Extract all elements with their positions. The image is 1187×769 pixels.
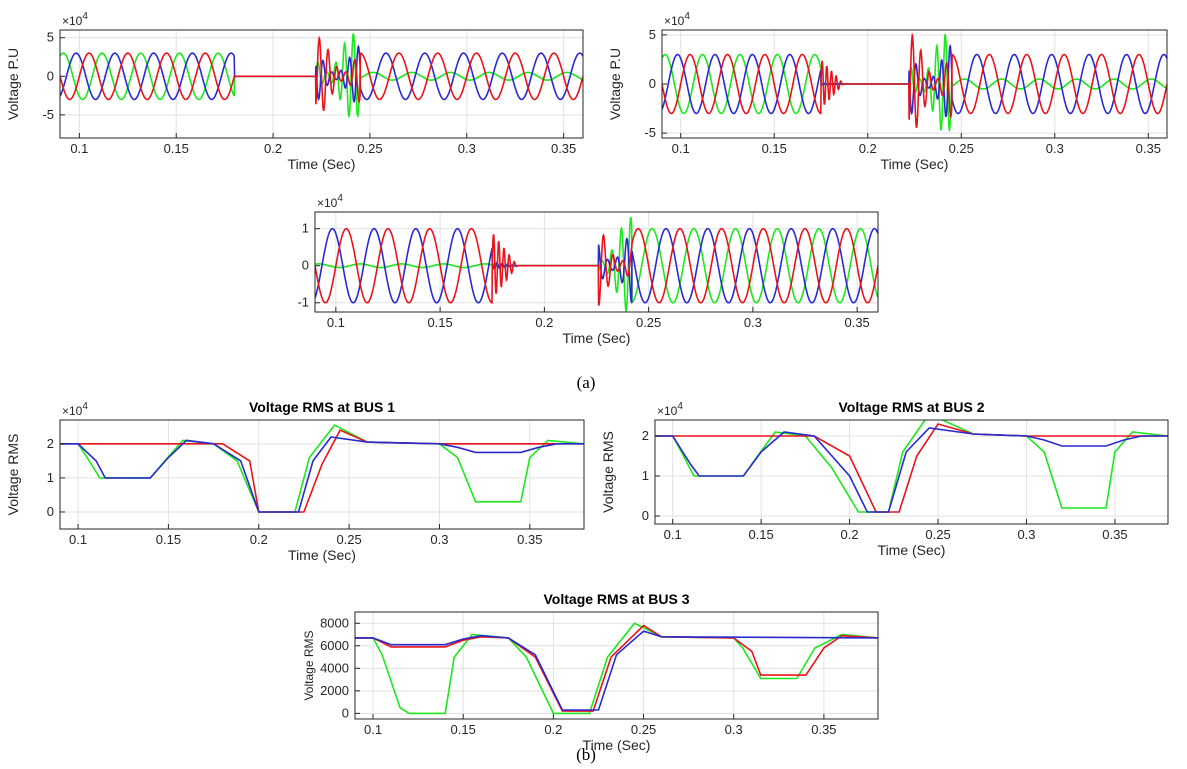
y-tick-label: 5 (47, 30, 54, 45)
axes-box (59, 29, 584, 139)
y-tick-label: 0 (47, 68, 54, 83)
y-tick-label: 2 (47, 436, 54, 451)
x-axis-label: Time (Sec) (583, 737, 651, 753)
x-tick-label: 0.3 (430, 532, 448, 547)
y-axis-label: Voltage RMS (302, 630, 316, 700)
x-tick-label: 0.3 (1046, 141, 1064, 156)
axes-box (59, 419, 585, 530)
x-tick-label: 0.2 (544, 722, 562, 737)
series-line-2 (60, 436, 584, 513)
x-axis-label: Time (Sec) (288, 156, 356, 172)
y-tick-label: 1 (302, 221, 309, 236)
x-tick-label: 0.2 (535, 315, 553, 330)
x-tick-label: 0.1 (364, 722, 382, 737)
y-tick-label: 8000 (320, 615, 349, 630)
x-tick-label: 0.1 (664, 527, 682, 542)
x-tick-label: 0.2 (841, 527, 859, 542)
x-tick-label: 0.1 (69, 532, 87, 547)
y-axis-label: Voltage P.U (5, 48, 21, 120)
y-tick-label: 5 (649, 27, 656, 42)
series-line-1 (315, 227, 878, 306)
y-exponent-label: ×104 (657, 401, 683, 418)
x-tick-label: 0.25 (925, 527, 950, 542)
x-tick-label: 0.35 (551, 141, 576, 156)
y-tick-label: -5 (42, 107, 54, 122)
x-tick-label: 0.1 (672, 141, 690, 156)
x-tick-label: 0.35 (517, 532, 542, 547)
caption-a: (a) (577, 373, 596, 392)
plot-area (60, 420, 584, 529)
chart-title: Voltage RMS at BUS 3 (544, 591, 690, 607)
y-exponent-label: ×104 (62, 401, 88, 418)
x-tick-label: 0.35 (844, 315, 869, 330)
y-tick-label: 2 (642, 428, 649, 443)
y-tick-label: 0 (47, 504, 54, 519)
y-tick-label: 6000 (320, 638, 349, 653)
chart-panel-5: 0.1 0.15 0.2 0.25 0.3 0.35 0 1 2 Time (Sec) Voltag… (600, 399, 1169, 558)
x-tick-label: 0.1 (70, 141, 88, 156)
x-tick-label: 0.2 (250, 532, 268, 547)
series-line-2 (355, 630, 878, 711)
caption-b: (b) (576, 745, 596, 764)
y-axis-label: Voltage P.U (607, 48, 623, 120)
x-tick-label: 0.15 (164, 141, 189, 156)
x-tick-label: 0.15 (156, 532, 181, 547)
chart-title: Voltage RMS at BUS 2 (839, 399, 985, 415)
y-tick-label: -5 (644, 125, 656, 140)
x-tick-label: 0.25 (949, 141, 974, 156)
series-line-2 (655, 427, 1168, 513)
x-tick-label: 0.35 (1102, 527, 1127, 542)
plot-area (355, 612, 878, 719)
x-tick-label: 0.3 (458, 141, 476, 156)
x-axis-label: Time (Sec) (878, 542, 946, 558)
x-axis-label: Time (Sec) (288, 547, 356, 563)
x-tick-label: 0.3 (744, 315, 762, 330)
x-tick-label: 0.25 (631, 722, 656, 737)
x-axis-label: Time (Sec) (881, 156, 949, 172)
y-tick-label: 0 (302, 258, 309, 273)
chart-panel-6: 0.1 0.15 0.2 0.25 0.3 0.35 0 2000 4000 6000 8000 Ti… (302, 591, 879, 753)
x-tick-label: 0.3 (725, 722, 743, 737)
x-tick-label: 0.25 (636, 315, 661, 330)
chart-panel-3: 0.1 0.15 0.2 0.25 0.3 0.35 -1 0 1 Time (Sec) ×104 (297, 193, 879, 346)
series-line-1 (355, 624, 878, 712)
x-tick-label: 0.2 (264, 141, 282, 156)
x-tick-label: 0.15 (762, 141, 787, 156)
y-tick-label: -1 (297, 295, 309, 310)
chart-panel-2: 0.1 0.15 0.2 0.25 0.3 0.35 -5 0 5 Time (Sec) Volta… (607, 11, 1168, 172)
y-tick-label: 4000 (320, 660, 349, 675)
x-axis-label: Time (Sec) (563, 330, 631, 346)
chart-title: Voltage RMS at BUS 1 (249, 399, 395, 415)
y-exponent-label: ×104 (317, 193, 343, 210)
y-tick-label: 0 (642, 508, 649, 523)
y-tick-label: 0 (649, 76, 656, 91)
series-line-3 (355, 622, 878, 715)
series-line-1 (662, 32, 1167, 129)
y-axis-label: Voltage RMS (600, 431, 616, 513)
y-exponent-label: ×104 (62, 11, 88, 28)
y-tick-label: 0 (342, 705, 349, 720)
y-tick-label: 1 (47, 470, 54, 485)
x-tick-label: 0.35 (811, 722, 836, 737)
series-line-1 (60, 35, 583, 111)
x-tick-label: 0.2 (859, 141, 877, 156)
x-tick-label: 0.25 (336, 532, 361, 547)
y-tick-label: 2000 (320, 683, 349, 698)
x-tick-label: 0.15 (427, 315, 452, 330)
x-tick-label: 0.35 (1136, 141, 1161, 156)
x-tick-label: 0.15 (451, 722, 476, 737)
chart-panel-4: 0.1 0.15 0.2 0.25 0.3 0.35 0 1 2 Time (Sec) Voltag… (5, 399, 585, 563)
axes-box (654, 419, 1169, 525)
x-tick-label: 0.3 (1017, 527, 1035, 542)
axes-box (314, 211, 879, 313)
x-tick-label: 0.1 (327, 315, 345, 330)
y-axis-label: Voltage RMS (5, 434, 21, 516)
x-tick-label: 0.15 (748, 527, 773, 542)
axes-box (354, 611, 879, 720)
y-exponent-label: ×104 (664, 11, 690, 28)
y-tick-label: 1 (642, 468, 649, 483)
x-tick-label: 0.25 (357, 141, 382, 156)
chart-panel-1: 0.1 0.15 0.2 0.25 0.3 0.35 -5 0 5 Time (Sec) Volta… (5, 11, 584, 172)
